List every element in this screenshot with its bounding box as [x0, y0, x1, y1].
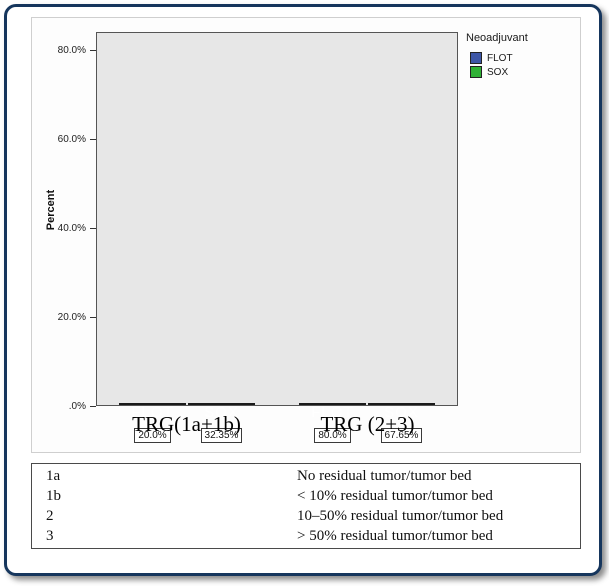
trg-description: 10–50% residual tumor/tumor bed — [297, 507, 504, 524]
bar-labels: FLOT 20.0% — [120, 404, 185, 443]
bar-sox-2: SOX 67.65% — [368, 403, 435, 443]
bar-value-label: 32.35% — [200, 428, 243, 443]
y-tick-mark — [90, 406, 96, 407]
trg-description: No residual tumor/tumor bed — [297, 467, 472, 484]
trg-grade: 1b — [46, 487, 61, 504]
table-row: 2 10–50% residual tumor/tumor bed — [32, 506, 580, 526]
bar-labels: SOX 32.35% — [189, 404, 254, 443]
x-axis-labels: TRG(1a+1b) TRG (2+3) — [96, 412, 458, 437]
y-tick-label: 80.0% — [57, 44, 86, 56]
legend-label: SOX — [487, 66, 509, 78]
category-group-1: FLOT 20.0% SOX 32.35% — [119, 403, 255, 443]
trg-grade: 2 — [46, 507, 54, 524]
table-row: 1b < 10% residual tumor/tumor bed — [32, 486, 580, 506]
legend-entry-sox: SOX — [470, 66, 578, 78]
plot-area: FLOT 20.0% SOX 32.35% FLOT 80.0% SOX 67.65% — [96, 32, 458, 443]
y-axis: .0% 20.0% 40.0% 60.0% 80.0% — [32, 32, 96, 412]
y-tick-mark — [90, 316, 96, 318]
bar-series-label: FLOT — [311, 404, 354, 421]
bar-value-label: 67.65% — [380, 428, 423, 443]
bars-layer: FLOT 20.0% SOX 32.35% FLOT 80.0% SOX 67.65% — [97, 33, 457, 443]
bar-value-label: 20.0% — [134, 428, 171, 443]
table-rows: 1a No residual tumor/tumor bed 1b < 10% res… — [32, 466, 580, 546]
chart-panel: Percent .0% 20.0% 40.0% 60.0% 80.0% FLOT 20.0… — [31, 17, 581, 453]
table-row: 3 > 50% residual tumor/tumor bed — [32, 526, 580, 546]
bar-flot-1: FLOT 20.0% — [119, 403, 186, 443]
table-row: 1a No residual tumor/tumor bed — [32, 466, 580, 486]
bar-series-label: SOX — [204, 404, 239, 421]
legend-entry-flot: FLOT — [470, 52, 578, 64]
y-tick-label: 40.0% — [57, 222, 86, 234]
legend-label: FLOT — [487, 52, 513, 64]
legend: Neoadjuvant FLOT SOX — [466, 32, 578, 80]
trg-description: < 10% residual tumor/tumor bed — [297, 487, 493, 504]
bar-series-label: FLOT — [131, 404, 174, 421]
bar-labels: SOX 67.65% — [369, 404, 434, 443]
bar-sox-1: SOX 32.35% — [188, 403, 255, 443]
y-tick-mark — [90, 227, 96, 229]
trg-grade: 3 — [46, 527, 54, 544]
y-tick-label: .0% — [68, 401, 86, 412]
legend-entries: FLOT SOX — [466, 52, 578, 78]
trg-definitions-table: 1a No residual tumor/tumor bed 1b < 10% res… — [31, 463, 581, 549]
y-tick-label: 60.0% — [57, 133, 86, 145]
y-tick-mark — [90, 138, 96, 140]
trg-description: > 50% residual tumor/tumor bed — [297, 527, 493, 544]
bar-series-label: SOX — [384, 404, 419, 421]
legend-swatch-sox — [470, 66, 482, 78]
legend-title: Neoadjuvant — [466, 32, 528, 44]
y-tick-mark — [90, 49, 96, 51]
bar-value-label: 80.0% — [314, 428, 351, 443]
x-tick-label: TRG (2+3) — [320, 412, 415, 436]
y-tick-label: 20.0% — [57, 311, 86, 323]
figure-frame: Percent .0% 20.0% 40.0% 60.0% 80.0% FLOT 20.0… — [4, 4, 602, 576]
bar-flot-2: FLOT 80.0% — [299, 403, 366, 443]
category-group-2: FLOT 80.0% SOX 67.65% — [299, 403, 435, 443]
legend-swatch-flot — [470, 52, 482, 64]
x-tick-label: TRG(1a+1b) — [132, 412, 241, 436]
trg-grade: 1a — [46, 467, 61, 484]
bar-labels: FLOT 80.0% — [300, 404, 365, 443]
